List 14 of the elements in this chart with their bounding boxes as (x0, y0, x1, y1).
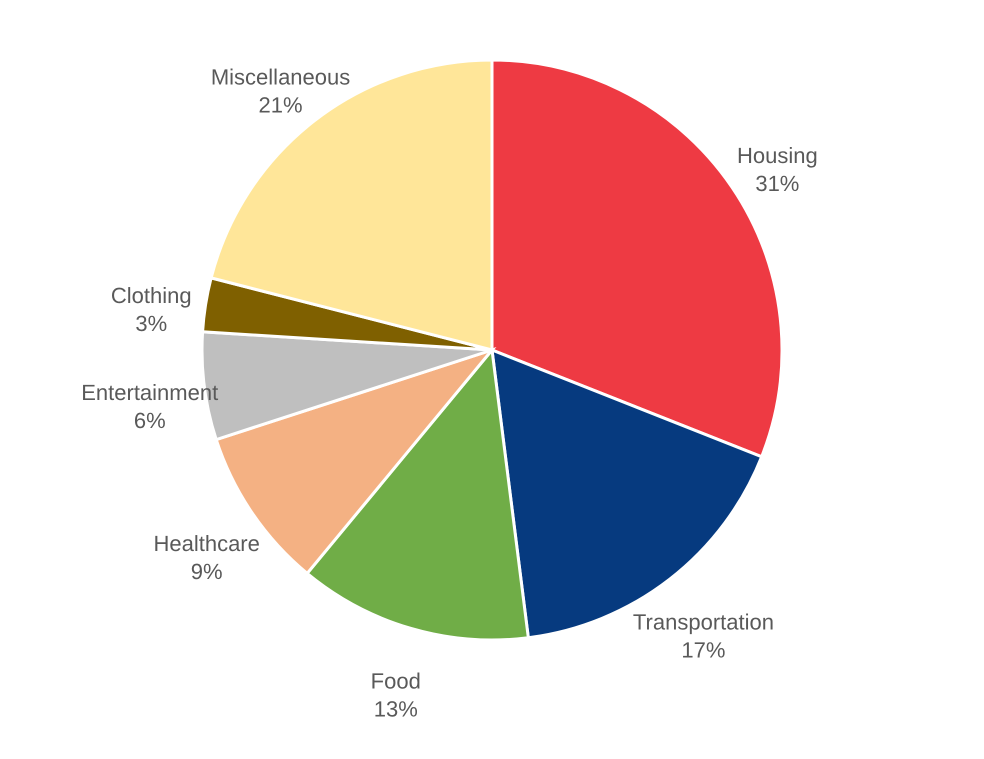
data-label: 3% (135, 311, 168, 336)
slice-label: Clothing (110, 283, 192, 308)
slice-label: Housing (736, 143, 818, 168)
slice-label: Food (370, 668, 421, 694)
slice-label: Transportation (632, 610, 774, 635)
data-label: 6% (134, 408, 166, 434)
data-label: 31% (755, 171, 800, 196)
data-label: 13% (374, 696, 418, 722)
slice-label: Healthcare (153, 530, 260, 556)
slice-label: Entertainment (81, 380, 218, 406)
data-label: 21% (258, 92, 303, 118)
slice-label: Miscellaneous (210, 64, 350, 90)
data-label: 17% (681, 638, 726, 663)
data-label: 9% (190, 558, 223, 584)
